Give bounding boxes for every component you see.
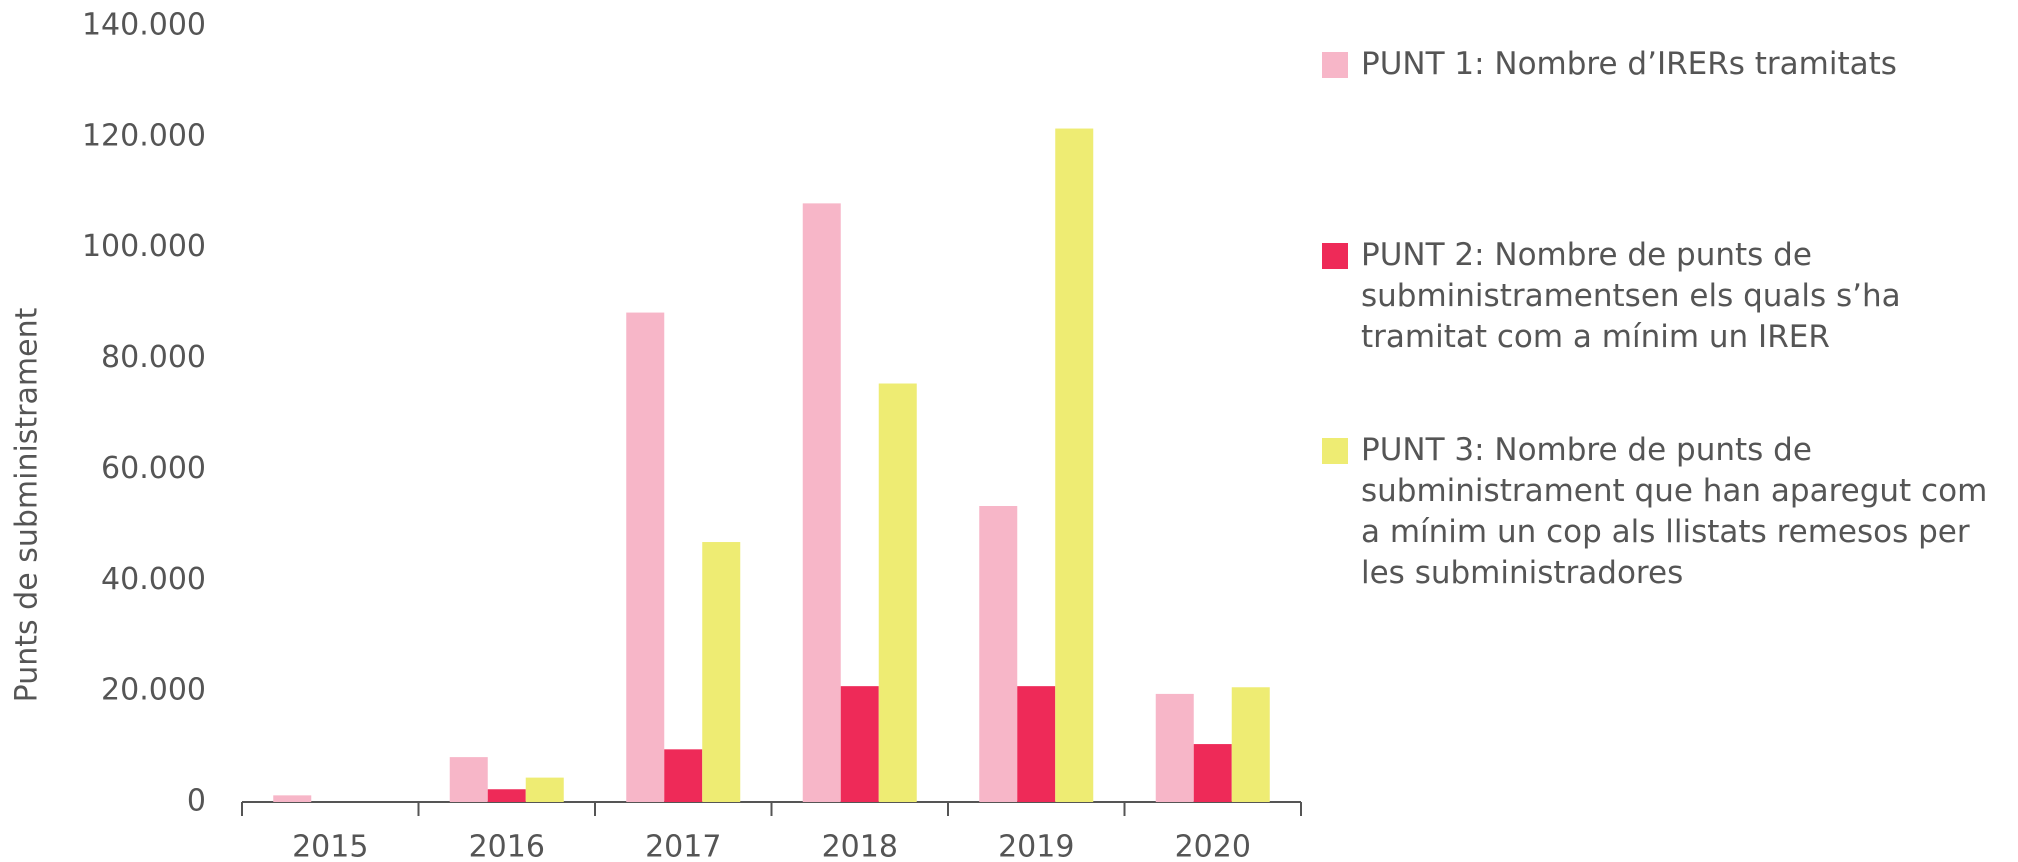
bar	[525, 777, 564, 802]
x-tick-label: 2019	[998, 830, 1074, 862]
y-axis-label: Punts de subministrament	[10, 307, 45, 702]
bar	[1155, 693, 1194, 802]
legend-label: PUNT 2: Nombre de punts de subministrame…	[1361, 237, 1901, 355]
x-tick-label: 2020	[1175, 830, 1251, 862]
y-tick-label: 40.000	[101, 562, 206, 597]
legend-item: PUNT 3: Nombre de punts de subministrame…	[1322, 430, 2012, 594]
legend-label: PUNT 3: Nombre de punts de subministrame…	[1361, 432, 1988, 591]
y-tick-label: 120.000	[82, 118, 206, 153]
legend: PUNT 1: Nombre d’IRERs tramitats PUNT 2: …	[1322, 44, 2012, 594]
x-tick-label: 2016	[469, 830, 545, 862]
y-tick-label: 80.000	[101, 340, 206, 375]
bar	[1055, 128, 1094, 803]
legend-swatch	[1322, 438, 1348, 464]
bar	[878, 383, 917, 802]
legend-label: PUNT 1: Nombre d’IRERs tramitats	[1361, 46, 1897, 82]
legend-swatch	[1322, 52, 1348, 78]
x-tick-label: 2017	[645, 830, 721, 862]
y-tick-label: 100.000	[82, 229, 206, 264]
y-tick-label: 20.000	[101, 673, 206, 708]
bar	[273, 795, 312, 802]
y-tick-label: 60.000	[101, 451, 206, 486]
y-tick-label: 0	[187, 784, 206, 819]
legend-swatch	[1322, 243, 1348, 269]
y-tick-label: 140.000	[82, 8, 206, 43]
bar	[1193, 744, 1232, 802]
bar	[979, 506, 1018, 802]
bar	[802, 203, 841, 802]
bar	[702, 542, 741, 802]
bar	[449, 757, 488, 802]
x-tick-label: 2018	[822, 830, 898, 862]
bar	[1231, 687, 1270, 802]
legend-item: PUNT 2: Nombre de punts de subministrame…	[1322, 235, 2012, 358]
x-tick-label: 2015	[292, 830, 368, 862]
legend-item: PUNT 1: Nombre d’IRERs tramitats	[1322, 44, 2012, 85]
bar	[1017, 686, 1056, 802]
bar	[664, 749, 703, 802]
bar	[840, 686, 879, 802]
bar	[487, 789, 526, 802]
bar	[626, 312, 665, 802]
